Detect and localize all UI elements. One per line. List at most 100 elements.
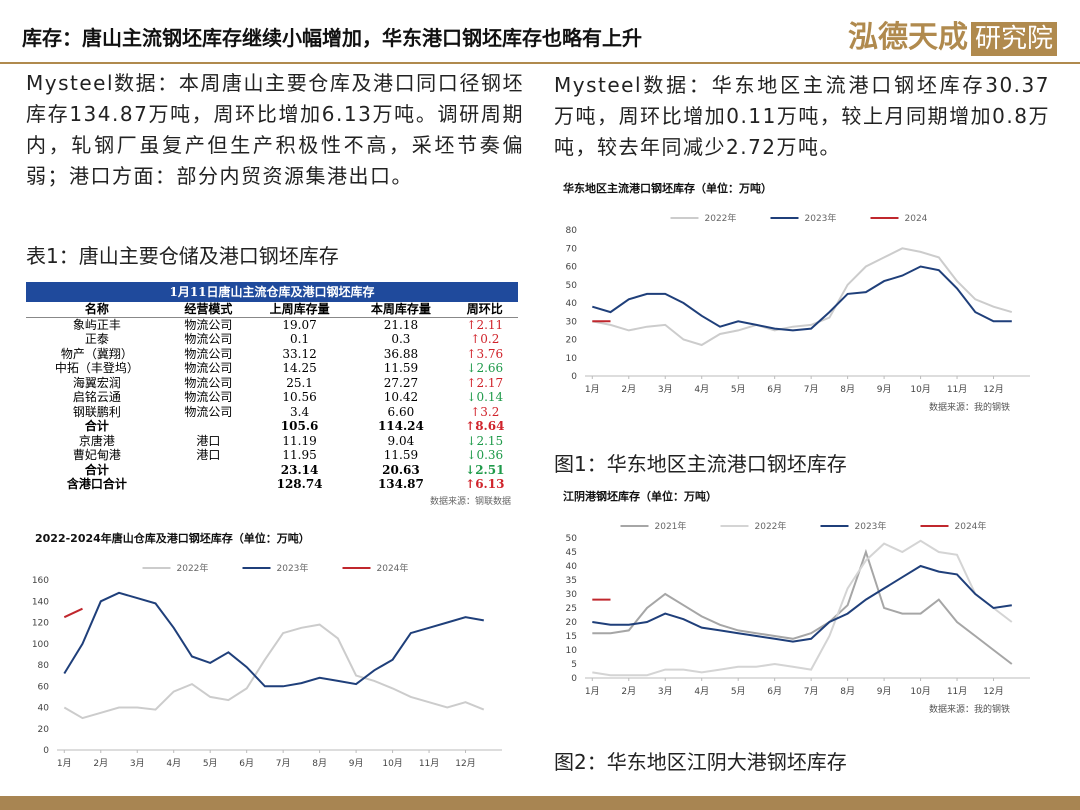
table-cell: 京唐港 <box>78 433 115 448</box>
table-cell <box>168 477 249 492</box>
x-tick-label: 2月 <box>621 384 636 395</box>
legend-label: 2022年 <box>705 212 737 224</box>
table-cell: 6.60 <box>387 404 415 419</box>
y-tick-label: 40 <box>38 704 50 714</box>
table-cell: 11.59 <box>383 448 419 462</box>
x-tick-label: 7月 <box>804 686 819 697</box>
table-row: 中拓（丰登坞） 物流公司 14.25 11.59 ↓2.66 <box>26 361 518 376</box>
x-tick-label: 3月 <box>130 758 145 769</box>
table-row: 物产（冀翔） 物流公司 33.12 36.88 ↑3.76 <box>26 347 518 362</box>
x-tick-label: 6月 <box>767 686 782 697</box>
footer-bar <box>0 796 1080 810</box>
table-cell: 105.6 <box>280 419 319 433</box>
table-cell: 正泰 <box>84 332 109 346</box>
table-cell: 曹妃甸港 <box>72 448 121 462</box>
table-cell: 134.87 <box>377 477 424 491</box>
x-tick-label: 8月 <box>840 686 855 697</box>
y-tick-label: 10 <box>566 354 578 364</box>
x-tick-label: 3月 <box>658 384 673 395</box>
x-tick-label: 4月 <box>166 758 181 769</box>
table-cell: 物流公司 <box>184 332 233 346</box>
y-tick-label: 30 <box>566 317 578 327</box>
table-cell: 128.74 <box>276 477 323 491</box>
table-cell: 物流公司 <box>184 404 233 419</box>
table-row: 海翼宏润 物流公司 25.1 27.27 ↑2.17 <box>26 376 518 391</box>
table-cell: 物流公司 <box>184 390 233 404</box>
legend-label: 2023年 <box>855 520 887 532</box>
table-cell: ↓0.36 <box>466 448 504 462</box>
table-row: 京唐港 港口 11.19 9.04 ↓2.15 <box>26 434 518 449</box>
series-line <box>63 591 484 688</box>
table-cell: ↓2.51 <box>465 462 505 477</box>
x-tick-label: 4月 <box>694 384 709 395</box>
x-tick-label: 5月 <box>203 758 218 769</box>
x-tick-label: 8月 <box>840 384 855 395</box>
figure-caption: 图2：华东地区江阴大港钢坯库存 <box>554 750 847 774</box>
table-cell: 14.25 <box>282 361 317 375</box>
x-tick-label: 8月 <box>312 758 327 769</box>
y-tick-label: 60 <box>566 263 578 273</box>
table-cell: 23.14 <box>280 462 319 477</box>
table-row: 钢联鹏利 物流公司 3.4 6.60 ↑3.2 <box>26 405 518 420</box>
table-cell: 名称 <box>26 302 168 318</box>
table-cell: 21.18 <box>383 317 419 332</box>
table-cell: 物流公司 <box>184 317 233 332</box>
y-tick-label: 60 <box>38 682 50 692</box>
x-tick-label: 2月 <box>93 758 108 769</box>
chart-source: 数据来源：我的钢铁 <box>929 703 1010 715</box>
x-tick-label: 11月 <box>947 384 967 395</box>
legend-label: 2024年 <box>955 520 987 532</box>
x-tick-label: 1月 <box>57 758 72 769</box>
x-tick-label: 1月 <box>585 686 600 697</box>
x-tick-label: 12月 <box>983 384 1003 395</box>
table-row: 启铭云通 物流公司 10.56 10.42 ↓0.14 <box>26 390 518 405</box>
table-cell: 物流公司 <box>184 361 233 375</box>
table-cell <box>168 419 249 434</box>
table-cell: ↓2.15 <box>466 433 504 448</box>
figure-caption: 图1：华东地区主流港口钢坯库存 <box>554 452 847 476</box>
table-cell: ↓2.66 <box>466 361 504 375</box>
table-cell: 中拓（丰登坞） <box>54 361 139 375</box>
series-line <box>592 548 1013 665</box>
table-cell: 钢联鹏利 <box>72 404 121 419</box>
x-tick-label: 6月 <box>767 384 782 395</box>
header-rule <box>0 62 1080 64</box>
y-tick-label: 140 <box>32 597 49 607</box>
x-tick-label: 9月 <box>877 384 892 395</box>
chart-title: 华东地区主流港口钢坯库存（单位：万吨） <box>563 181 772 195</box>
right-paragraph: Mysteel数据：华东地区主流港口钢坯库存30.37万吨，周环比增加0.11万… <box>554 73 1050 159</box>
table-cell: 3.4 <box>290 404 310 419</box>
x-tick-label: 10月 <box>910 686 930 697</box>
table-cell: 象屿正丰 <box>72 317 121 332</box>
table-cell: ↑8.64 <box>465 419 505 433</box>
table-cell: 启铭云通 <box>72 390 121 404</box>
y-tick-label: 25 <box>566 604 577 614</box>
y-tick-label: 30 <box>566 590 578 600</box>
series-line <box>592 265 1012 332</box>
table-cell: ↑3.2 <box>470 404 500 419</box>
y-tick-label: 40 <box>566 562 578 572</box>
table-cell: ↑6.13 <box>465 477 505 491</box>
table-cell: 含港口合计 <box>66 477 127 491</box>
table-cell: ↓0.14 <box>466 390 504 404</box>
x-tick-label: 1月 <box>585 384 600 395</box>
table-cell: 本周库存量 <box>350 302 452 318</box>
table-cell: 114.24 <box>377 419 424 433</box>
table-cell: 港口 <box>196 448 221 462</box>
page-title: 库存：唐山主流钢坯库存继续小幅增加，华东港口钢坯库存也略有上升 <box>22 26 642 50</box>
table-cell: 19.07 <box>282 317 317 332</box>
table-source: 数据来源：钢联数据 <box>430 497 512 507</box>
table-cell: 海翼宏润 <box>72 375 121 390</box>
table-row: 曹妃甸港 港口 11.95 11.59 ↓0.36 <box>26 448 518 463</box>
table-cell: 36.88 <box>383 346 419 361</box>
y-tick-label: 20 <box>566 618 578 628</box>
x-tick-label: 10月 <box>910 384 930 395</box>
y-tick-label: 0 <box>571 372 577 382</box>
x-tick-label: 12月 <box>983 686 1003 697</box>
table-cell: 经营模式 <box>167 302 249 318</box>
table-cell: 0.3 <box>391 332 411 346</box>
y-tick-label: 20 <box>566 336 578 346</box>
table-cell: 10.56 <box>282 390 317 404</box>
table-row: 正泰 物流公司 0.1 0.3 ↑0.2 <box>26 332 518 347</box>
y-tick-label: 70 <box>566 244 578 254</box>
